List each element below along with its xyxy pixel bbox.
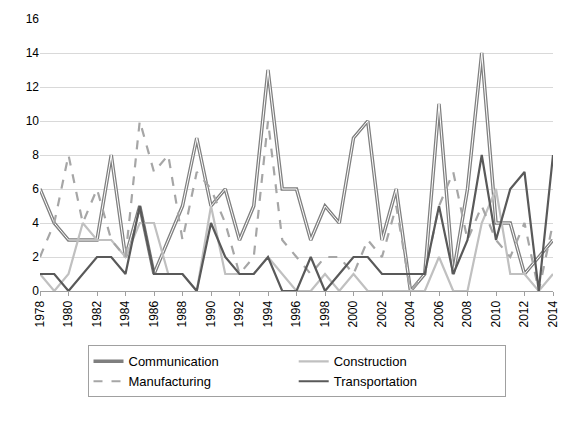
svg-text:1996: 1996	[289, 300, 303, 327]
svg-text:1998: 1998	[318, 300, 332, 327]
svg-text:1982: 1982	[90, 300, 104, 327]
svg-text:2008: 2008	[460, 300, 474, 327]
svg-text:1990: 1990	[204, 300, 218, 327]
svg-text:2004: 2004	[403, 300, 417, 327]
svg-text:2010: 2010	[489, 300, 503, 327]
svg-text:2012: 2012	[517, 300, 531, 327]
svg-text:2006: 2006	[432, 300, 446, 327]
svg-text:1988: 1988	[175, 300, 189, 327]
svg-text:Communication: Communication	[129, 354, 219, 369]
svg-text:1978: 1978	[33, 300, 47, 327]
svg-text:2002: 2002	[375, 300, 389, 327]
svg-text:1980: 1980	[61, 300, 75, 327]
svg-text:1992: 1992	[232, 300, 246, 327]
svg-text:0: 0	[32, 284, 39, 298]
svg-text:2014: 2014	[546, 300, 560, 327]
svg-text:4: 4	[32, 216, 39, 230]
svg-text:12: 12	[26, 80, 40, 94]
svg-text:1984: 1984	[118, 300, 132, 327]
svg-text:Manufacturing: Manufacturing	[129, 374, 211, 389]
svg-text:16: 16	[26, 12, 40, 26]
svg-text:2000: 2000	[346, 300, 360, 327]
svg-text:Construction: Construction	[334, 354, 407, 369]
svg-text:2: 2	[32, 250, 39, 264]
svg-text:1986: 1986	[147, 300, 161, 327]
svg-text:1994: 1994	[261, 300, 275, 327]
svg-text:Transportation: Transportation	[334, 374, 417, 389]
svg-text:8: 8	[32, 148, 39, 162]
svg-text:6: 6	[32, 182, 39, 196]
svg-text:10: 10	[26, 114, 40, 128]
svg-text:14: 14	[26, 46, 40, 60]
